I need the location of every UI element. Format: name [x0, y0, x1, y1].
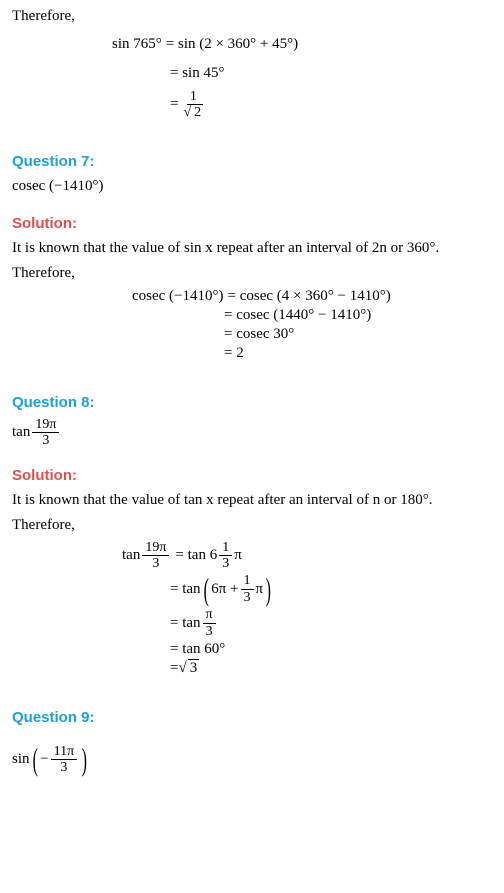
fraction: 19π 3 — [32, 417, 59, 449]
denominator: 3 — [203, 624, 216, 639]
q8-prompt: tan 19π 3 — [12, 417, 492, 449]
eq-text: = tan 60° — [170, 641, 225, 658]
denominator: 3 — [219, 556, 232, 571]
fraction: 1 3 — [219, 540, 232, 572]
numerator: 19π — [32, 417, 59, 433]
question-9-heading: Question 9: — [12, 709, 492, 726]
paren-right: ) — [266, 575, 271, 604]
eq-rhs: = cosec (4 × 360° − 1410°) — [228, 288, 391, 305]
preamble-therefore: Therefore, — [12, 8, 492, 25]
eq-text: = — [170, 660, 178, 677]
question-8-heading: Question 8: — [12, 394, 492, 411]
preamble-equations: sin 765° = sin (2 × 360° + 45°) = sin 45… — [112, 31, 492, 121]
q8-equations: tan 19π 3 = tan 6 1 3 π = tan ( 6π + 1 3… — [122, 540, 492, 677]
fraction: 19π 3 — [142, 540, 169, 572]
numerator: 1 — [187, 89, 200, 105]
eq-text: = tan — [170, 615, 201, 632]
q9-prompt: sin ( − 11π 3 ) — [12, 744, 492, 776]
denominator: 2 — [180, 105, 206, 120]
eq-text: π — [234, 547, 242, 564]
eq-text: = cosec 30° — [224, 326, 294, 343]
paren-right: ) — [82, 745, 87, 774]
eq-lhs: cosec (−1410°) — [132, 288, 224, 305]
denominator: 3 — [241, 590, 254, 605]
text: repeat after an interval of n or 180°. — [214, 492, 433, 508]
func: sin x — [184, 240, 213, 256]
q8-therefore: Therefore, — [12, 515, 492, 536]
fraction: π 3 — [203, 607, 216, 639]
eq-lhs: sin 765° — [112, 31, 162, 58]
func: tan — [122, 547, 140, 564]
eq-text: = tan — [170, 581, 201, 598]
eq-text: 6π + — [211, 581, 238, 598]
sqrt: 3 — [178, 660, 199, 677]
numerator: 11π — [51, 744, 78, 760]
eq-eq: = — [170, 91, 178, 118]
paren-left: ( — [32, 745, 37, 774]
text: It is known that the value of — [12, 492, 184, 508]
func: tan — [12, 424, 30, 441]
numerator: 1 — [219, 540, 232, 556]
func: tan x — [184, 492, 214, 508]
q7-prompt: cosec (−1410°) — [12, 176, 492, 197]
fraction: 1 3 — [241, 573, 254, 605]
q8-known: It is known that the value of tan x repe… — [12, 490, 492, 511]
eq-text: = tan 6 — [175, 547, 217, 564]
question-7-heading: Question 7: — [12, 153, 492, 170]
eq-text: = 2 — [224, 345, 244, 362]
eq-rhs: = sin (2 × 360° + 45°) — [166, 31, 298, 58]
eq-text: = sin 45° — [170, 60, 224, 87]
denominator: 3 — [39, 433, 52, 448]
q8-solution-label: Solution: — [12, 467, 492, 484]
fraction: 1 2 — [180, 89, 206, 121]
numerator: 19π — [142, 540, 169, 556]
paren-left: ( — [203, 575, 208, 604]
fraction: 11π 3 — [51, 744, 78, 776]
numerator: 1 — [241, 573, 254, 589]
text: repeat after an interval of 2n or 360°. — [213, 240, 439, 256]
text: It is known that the value of — [12, 240, 184, 256]
q7-therefore: Therefore, — [12, 263, 492, 284]
q7-solution-label: Solution: — [12, 215, 492, 232]
q7-known: It is known that the value of sin x repe… — [12, 238, 492, 259]
eq-text: = cosec (1440° − 1410°) — [224, 307, 371, 324]
neg: − — [40, 751, 48, 768]
denominator: 3 — [149, 556, 162, 571]
eq-text: π — [256, 581, 264, 598]
func: sin — [12, 751, 30, 768]
numerator: π — [203, 607, 216, 623]
denominator: 3 — [57, 760, 70, 775]
q7-equations: cosec (−1410°) = cosec (4 × 360° − 1410°… — [132, 288, 492, 362]
